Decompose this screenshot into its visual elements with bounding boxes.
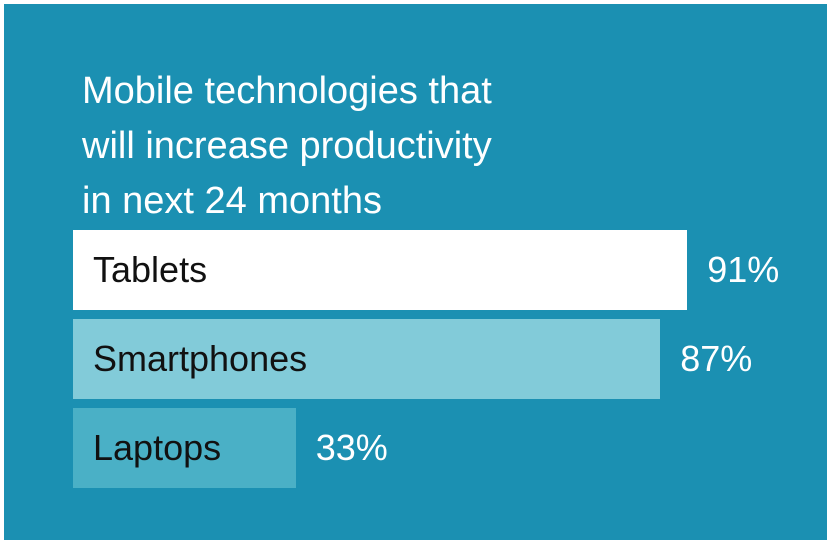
bar-value-label: 33% <box>315 427 388 468</box>
bar-category-label: Tablets <box>93 249 208 290</box>
bar-laptops: Laptops <box>73 408 296 488</box>
chart-panel: Mobile technologies that will increase p… <box>4 4 827 540</box>
bar-value-label: 87% <box>680 338 753 379</box>
chart-title-line-3: in next 24 months <box>82 180 382 222</box>
bar-category-label: Smartphones <box>93 338 308 379</box>
chart-title-line-2: will increase productivity <box>82 125 492 167</box>
bar-category-label: Laptops <box>93 427 222 468</box>
bar-value-label: 91% <box>707 249 780 290</box>
bar-plot-area: Tablets 91% Smartphones 87% Laptops 33% <box>4 4 827 540</box>
chart-title: Mobile technologies that will increase p… <box>82 64 702 229</box>
chart-title-line-1: Mobile technologies that <box>82 70 492 112</box>
bar-smartphones: Smartphones <box>73 319 661 399</box>
bar-tablets: Tablets <box>73 230 688 310</box>
